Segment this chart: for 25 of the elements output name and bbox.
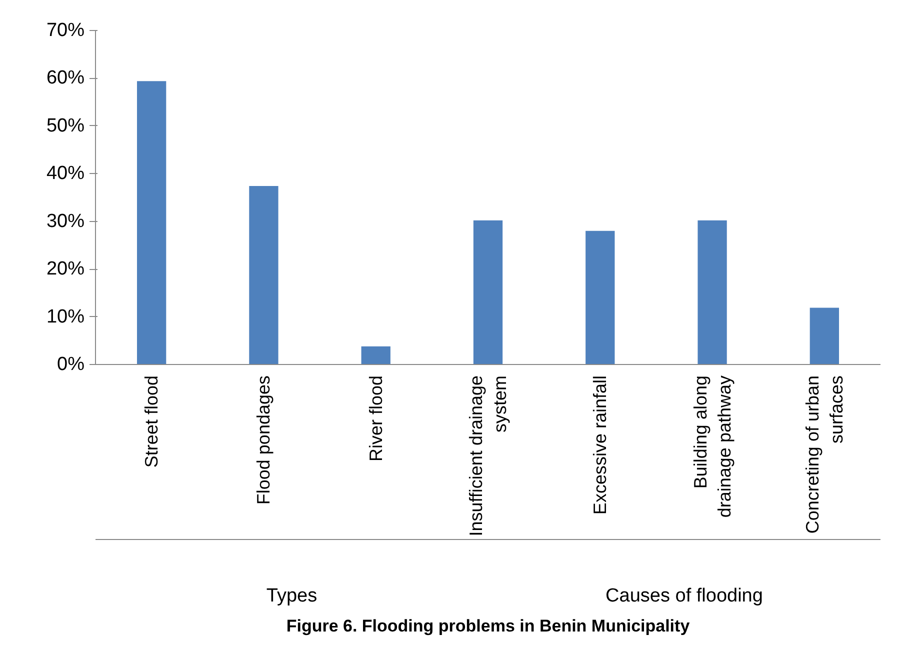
x-tick-label: River flood bbox=[366, 375, 386, 462]
text: Causes of flooding bbox=[606, 586, 763, 606]
x-tick-label: Insufficient drainage system bbox=[466, 375, 510, 536]
y-tick-label: 70% bbox=[46, 20, 85, 41]
bar bbox=[249, 186, 278, 364]
text: Figure 6. Flooding problems in Benin Municipality bbox=[286, 616, 690, 636]
y-tick-label: 0% bbox=[57, 354, 85, 375]
y-tick-label: 60% bbox=[46, 68, 85, 89]
text: Types bbox=[266, 586, 318, 606]
y-tick-label: 40% bbox=[46, 163, 85, 184]
y-tick-label: 50% bbox=[46, 115, 85, 136]
x-tick-label: Building along drainage pathway bbox=[690, 375, 734, 518]
bar bbox=[136, 81, 166, 364]
y-tick-label: 20% bbox=[46, 258, 85, 280]
x-tick-label: Flood pondages bbox=[254, 375, 274, 505]
y-tick-label: 10% bbox=[46, 306, 85, 328]
bar bbox=[810, 308, 840, 364]
x-tick-label: Concreting of urban surfaces bbox=[802, 375, 846, 534]
x-tick-label: Excessive rainfall bbox=[590, 375, 610, 515]
y-tick-label: 30% bbox=[46, 210, 85, 232]
bar bbox=[361, 346, 390, 364]
bar bbox=[473, 220, 503, 364]
bar bbox=[586, 230, 615, 364]
bar bbox=[698, 220, 727, 364]
x-tick-label: Street flood bbox=[142, 375, 162, 468]
